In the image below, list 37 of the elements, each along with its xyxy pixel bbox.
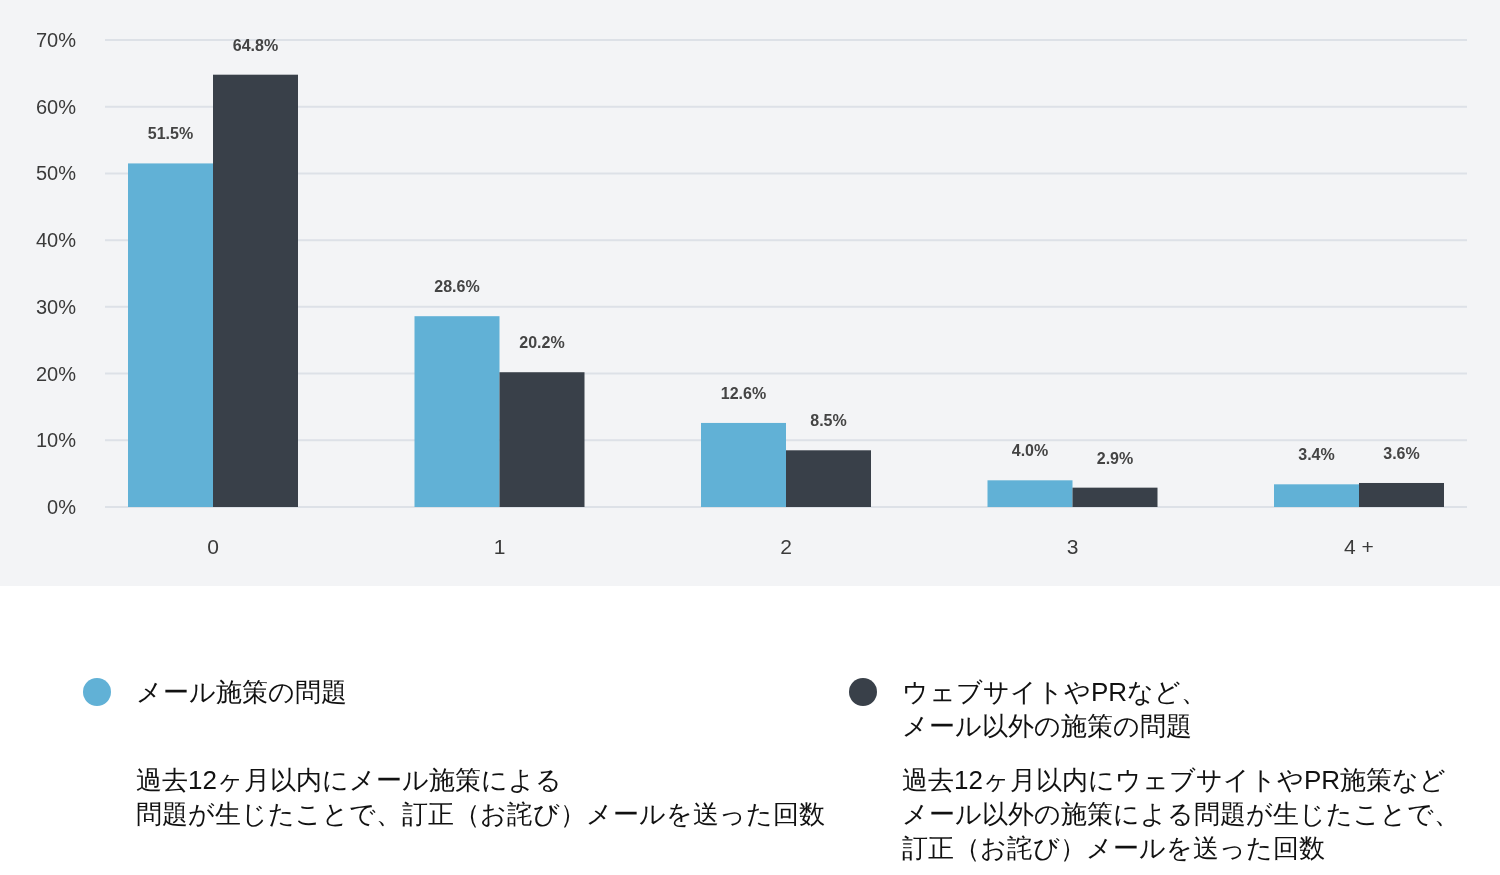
x-tick-label: 2: [780, 535, 792, 558]
data-label: 28.6%: [434, 278, 480, 296]
bar: [213, 74, 298, 507]
data-label: 3.4%: [1298, 446, 1335, 464]
y-tick-label: 60%: [35, 95, 77, 118]
data-label: 2.9%: [1096, 449, 1134, 467]
data-label: 3.6%: [1383, 444, 1420, 462]
x-tick-label: 0: [207, 535, 219, 558]
data-label: 20.2%: [519, 334, 565, 352]
y-tick-label: 50%: [35, 162, 77, 185]
data-label: 64.8%: [232, 36, 279, 54]
data-label: 4.0%: [1011, 442, 1049, 460]
bar: [1072, 487, 1158, 507]
y-tick-label: 70%: [35, 29, 77, 51]
legend-label: メール施策の問題: [136, 676, 348, 709]
y-tick-label: 10%: [35, 429, 77, 452]
data-label: 8.5%: [810, 412, 847, 430]
data-label: 12.6%: [720, 384, 767, 402]
bar: [987, 480, 1073, 507]
bar: [414, 316, 500, 507]
bar: [499, 372, 585, 507]
y-tick-label: 20%: [35, 362, 77, 385]
x-tick-label: 1: [493, 535, 506, 558]
bar: [128, 163, 213, 507]
data-label: 51.5%: [147, 125, 194, 143]
text: 過去12ヶ月以内にウェブサイトやPR施策などメール以外の施策による問題が生じたことで、訂正（お詫び）メールを送った回数: [902, 764, 1461, 865]
bar: [786, 450, 871, 507]
x-tick-label: 3: [1066, 535, 1079, 558]
y-tick-label: 40%: [35, 229, 77, 252]
x-tick-label: 4 +: [1344, 535, 1374, 558]
legend-label: ウェブサイトやPRなど、メール以外の施策の問題: [902, 676, 1209, 743]
bar: [1359, 482, 1444, 507]
text: 過去12ヶ月以内にメール施策による問題が生じたことで、訂正（お詫び）メールを送った回数: [136, 764, 826, 831]
y-tick-label: 30%: [35, 295, 77, 318]
bar: [701, 422, 786, 507]
bar: [1274, 484, 1359, 507]
y-tick-label: 0%: [47, 496, 77, 518]
